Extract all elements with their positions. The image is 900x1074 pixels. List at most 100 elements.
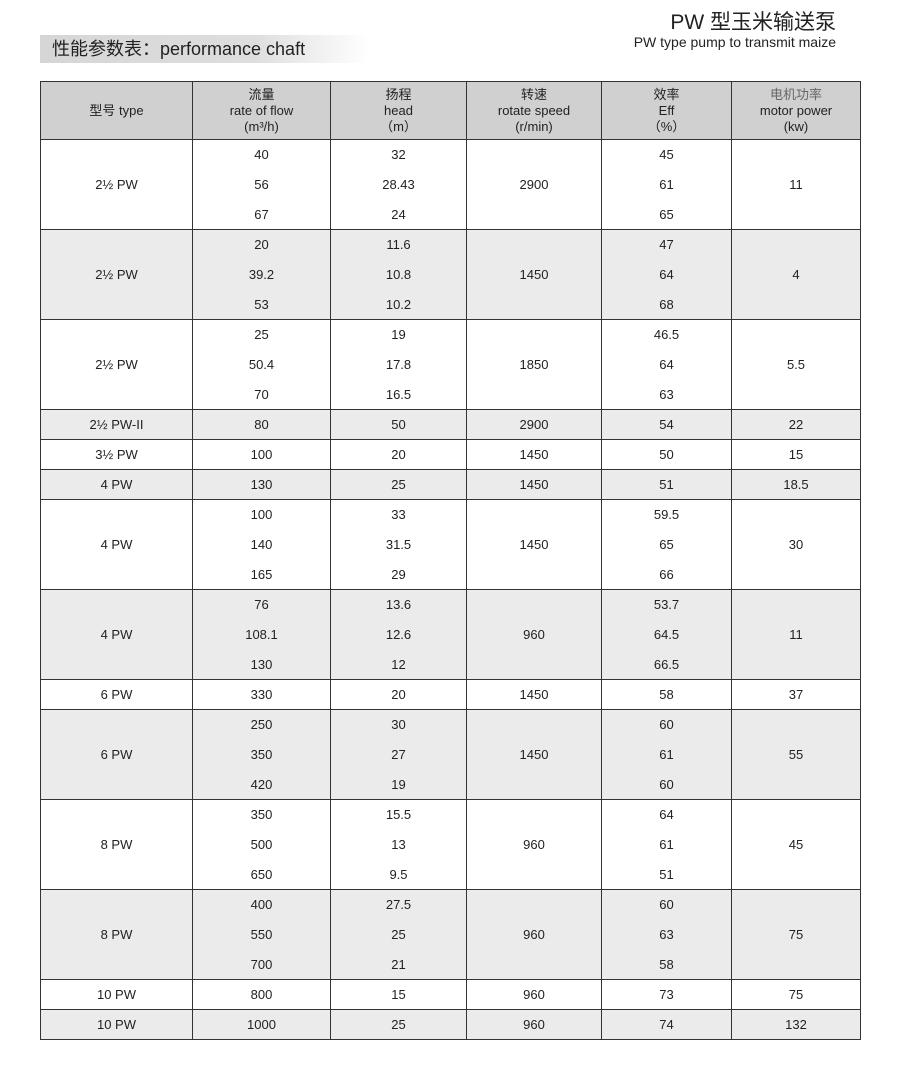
cell-value: 130 — [250, 656, 273, 672]
cell-value: 250 — [250, 717, 273, 733]
cell-value: 60 — [659, 897, 674, 913]
cell-values: 47 64 68 — [602, 230, 731, 319]
cell-head: 32 28.43 24 — [330, 139, 467, 230]
cell-value: 25 — [254, 327, 269, 343]
table-row: 4 PW 100 140 165 33 31.5 29 1450 59.5 65 66 30 — [40, 499, 861, 590]
cell-value: 20 — [391, 687, 406, 702]
cell-flow: 130 — [192, 469, 331, 500]
cell-values: 54 — [602, 410, 731, 439]
cell-value: 58 — [659, 687, 674, 702]
cell-values: 53.7 64.5 66.5 — [602, 590, 731, 679]
cell-values: 330 — [193, 680, 330, 709]
cell-value: 66.5 — [653, 656, 680, 672]
cell-flow: 400 550 700 — [192, 889, 331, 980]
cell-value: 420 — [250, 776, 273, 792]
cell-values: 20 — [331, 440, 466, 469]
cell-speed: 960 — [466, 1009, 602, 1040]
cell-flow: 800 — [192, 979, 331, 1010]
cell-speed: 960 — [466, 799, 602, 890]
cell-values: 350 500 650 — [193, 800, 330, 889]
cell-speed: 1450 — [466, 679, 602, 710]
column-header-line: head — [384, 102, 413, 118]
cell-value: 140 — [250, 536, 273, 552]
cell-value: 10.2 — [385, 296, 412, 312]
table-row: 6 PW 250 350 420 30 27 19 1450 60 61 60 55 — [40, 709, 861, 800]
table-row: 8 PW 400 550 700 27.5 25 21 960 60 63 58 75 — [40, 889, 861, 980]
cell-value: 165 — [250, 566, 273, 582]
cell-values: 100 — [193, 440, 330, 469]
cell-values: 50 — [602, 440, 731, 469]
table-row: 2½ PW 40 56 67 32 28.43 24 2900 45 61 65 11 — [40, 139, 861, 230]
cell-eff: 73 — [601, 979, 732, 1010]
cell-value: 700 — [250, 956, 273, 972]
cell-value: 550 — [250, 926, 273, 942]
cell-value: 9.5 — [389, 866, 408, 882]
cell-value: 130 — [250, 477, 273, 492]
page-title-en: PW type pump to transmit maize — [633, 34, 836, 50]
cell-value: 16.5 — [385, 386, 412, 402]
performance-table: 型号 type 流量 rate of flow (m³/h) 扬程 head （m） 转速 ro… — [40, 81, 861, 1040]
cell-power: 11 — [731, 139, 861, 230]
cell-value: 39.2 — [248, 266, 275, 282]
cell-speed: 2900 — [466, 139, 602, 230]
cell-value: 350 — [250, 807, 273, 823]
cell-head: 50 — [330, 409, 467, 440]
cell-values: 11.6 10.8 10.2 — [331, 230, 466, 319]
cell-type: 3½ PW — [40, 439, 193, 470]
cell-values: 73 — [602, 980, 731, 1009]
cell-value: 61 — [659, 176, 674, 192]
column-header-line: rotate speed — [497, 102, 571, 118]
cell-value: 100 — [250, 447, 273, 462]
cell-value: 66 — [659, 566, 674, 582]
cell-speed: 2900 — [466, 409, 602, 440]
cell-values: 60 63 58 — [602, 890, 731, 979]
cell-value: 27.5 — [385, 897, 412, 913]
cell-power: 45 — [731, 799, 861, 890]
cell-flow: 80 — [192, 409, 331, 440]
cell-value: 45 — [659, 147, 674, 163]
table-row: 10 PW 800 15 960 73 75 — [40, 979, 861, 1010]
cell-values: 130 — [193, 470, 330, 499]
cell-values: 46.5 64 63 — [602, 320, 731, 409]
cell-value: 50.4 — [248, 356, 275, 372]
cell-value: 15.5 — [385, 807, 412, 823]
cell-value: 65 — [659, 536, 674, 552]
cell-eff: 60 63 58 — [601, 889, 732, 980]
cell-speed: 1450 — [466, 229, 602, 320]
cell-value: 50 — [391, 417, 406, 432]
cell-eff: 54 — [601, 409, 732, 440]
cell-type: 10 PW — [40, 979, 193, 1010]
cell-eff: 51 — [601, 469, 732, 500]
cell-value: 73 — [659, 987, 674, 1002]
cell-value: 61 — [659, 746, 674, 762]
cell-type: 4 PW — [40, 499, 193, 590]
cell-value: 40 — [254, 147, 269, 163]
cell-power: 4 — [731, 229, 861, 320]
cell-value: 51 — [659, 866, 674, 882]
cell-flow: 350 500 650 — [192, 799, 331, 890]
cell-value: 28.43 — [382, 176, 415, 192]
column-header-line: （%） — [647, 118, 686, 134]
column-header-line: Eff — [658, 102, 675, 118]
cell-flow: 20 39.2 53 — [192, 229, 331, 320]
cell-value: 56 — [254, 176, 269, 192]
cell-values: 59.5 65 66 — [602, 500, 731, 589]
cell-head: 11.6 10.8 10.2 — [330, 229, 467, 320]
cell-value: 100 — [250, 507, 273, 523]
cell-head: 15 — [330, 979, 467, 1010]
cell-speed: 1450 — [466, 469, 602, 500]
cell-value: 10.8 — [385, 266, 412, 282]
cell-power: 132 — [731, 1009, 861, 1040]
cell-value: 21 — [391, 956, 406, 972]
cell-type: 8 PW — [40, 799, 193, 890]
cell-speed: 1850 — [466, 319, 602, 410]
table-header-row: 型号 type 流量 rate of flow (m³/h) 扬程 head （m） 转速 ro… — [40, 81, 861, 140]
cell-values: 25 — [331, 470, 466, 499]
cell-flow: 330 — [192, 679, 331, 710]
cell-value: 74 — [659, 1017, 674, 1032]
cell-value: 800 — [250, 987, 273, 1002]
cell-value: 47 — [659, 237, 674, 253]
cell-type: 10 PW — [40, 1009, 193, 1040]
cell-values: 64 61 51 — [602, 800, 731, 889]
cell-power: 22 — [731, 409, 861, 440]
